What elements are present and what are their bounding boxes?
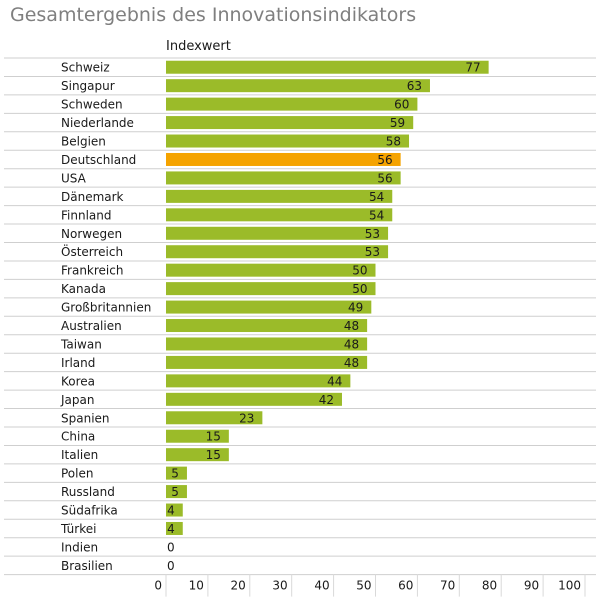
category-label: Australien [61, 319, 122, 333]
category-label: Dänemark [61, 190, 124, 204]
data-label: 0 [167, 540, 175, 554]
bar [166, 521, 183, 535]
bar [166, 263, 376, 277]
bar [166, 60, 489, 74]
data-label: 56 [377, 153, 392, 167]
category-label: Schweiz [61, 61, 110, 75]
data-label: 42 [319, 393, 334, 407]
category-label: Norwegen [61, 227, 122, 241]
x-tick-label: 50 [356, 579, 371, 593]
bar [166, 245, 389, 259]
category-label: Taiwan [60, 337, 102, 351]
category-label: Korea [61, 374, 95, 388]
category-label: Schweden [61, 98, 123, 112]
category-label: Kanada [61, 282, 106, 296]
bar [166, 392, 342, 406]
x-tick-label: 60 [398, 579, 413, 593]
bar [166, 282, 376, 296]
category-label: Österreich [61, 243, 123, 259]
chart-subtitle: Indexwert [166, 39, 231, 54]
bar [166, 485, 187, 499]
bar [166, 171, 401, 185]
x-tick-label: 90 [524, 579, 539, 593]
data-label: 4 [167, 522, 175, 536]
bar [166, 300, 372, 314]
bar [166, 97, 418, 111]
data-label: 59 [390, 116, 405, 130]
category-label: Niederlande [61, 116, 134, 130]
chart-title: Gesamtergebnis des Innovationsindikators [10, 4, 417, 26]
data-label: 0 [167, 559, 175, 573]
data-label: 63 [407, 79, 422, 93]
bar [166, 503, 183, 517]
data-label: 54 [369, 190, 384, 204]
x-tick-label: 70 [440, 579, 455, 593]
bar [166, 374, 351, 388]
data-label: 58 [386, 135, 401, 149]
category-label: Irland [61, 356, 95, 370]
data-label: 54 [369, 208, 384, 222]
bar [166, 189, 393, 203]
data-label: 5 [171, 467, 179, 481]
category-label: USA [61, 171, 87, 185]
bar [166, 429, 229, 443]
bar [166, 319, 368, 333]
bar [166, 79, 430, 93]
data-label: 48 [344, 319, 359, 333]
data-label: 53 [365, 227, 380, 241]
category-label: Türkei [60, 522, 96, 536]
x-tick-label: 20 [231, 579, 246, 593]
bar [166, 116, 414, 130]
x-tick-label: 0 [154, 579, 162, 593]
bar [166, 337, 368, 351]
bar [166, 448, 229, 462]
x-tick-label: 10 [189, 579, 204, 593]
bar [166, 411, 263, 425]
category-label: Südafrika [61, 504, 118, 518]
category-label: Indien [61, 540, 98, 554]
data-label: 53 [365, 245, 380, 259]
data-label: 44 [327, 374, 342, 388]
x-tick-label: 40 [314, 579, 329, 593]
data-label: 5 [171, 485, 179, 499]
bar [166, 226, 389, 240]
x-tick-label: 100 [558, 579, 581, 593]
category-label: Brasilien [61, 559, 113, 573]
data-label: 23 [239, 411, 254, 425]
category-label: Spanien [61, 411, 110, 425]
bar [166, 466, 187, 480]
category-label: Finnland [61, 208, 111, 222]
category-label: Großbritannien [61, 301, 151, 315]
data-label: 60 [394, 98, 409, 112]
data-label: 4 [167, 504, 175, 518]
data-label: 48 [344, 356, 359, 370]
x-tick-label: 30 [272, 579, 287, 593]
bar [166, 152, 401, 166]
category-label: Belgien [61, 135, 106, 149]
category-label: Polen [61, 467, 93, 481]
category-label: Frankreich [61, 264, 123, 278]
data-label: 15 [206, 448, 221, 462]
bar [166, 208, 393, 222]
data-label: 50 [352, 264, 367, 278]
category-label: China [61, 430, 95, 444]
category-label: Russland [61, 485, 115, 499]
category-label: Deutschland [61, 153, 136, 167]
data-label: 77 [465, 61, 480, 75]
data-label: 15 [206, 430, 221, 444]
data-label: 48 [344, 337, 359, 351]
category-label: Singapur [61, 79, 115, 93]
x-tick-label: 80 [482, 579, 497, 593]
category-label: Japan [60, 393, 94, 407]
category-label: Italien [61, 448, 98, 462]
bar [166, 355, 368, 369]
bar [166, 134, 410, 148]
data-label: 56 [377, 171, 392, 185]
data-label: 50 [352, 282, 367, 296]
data-label: 49 [348, 301, 363, 315]
